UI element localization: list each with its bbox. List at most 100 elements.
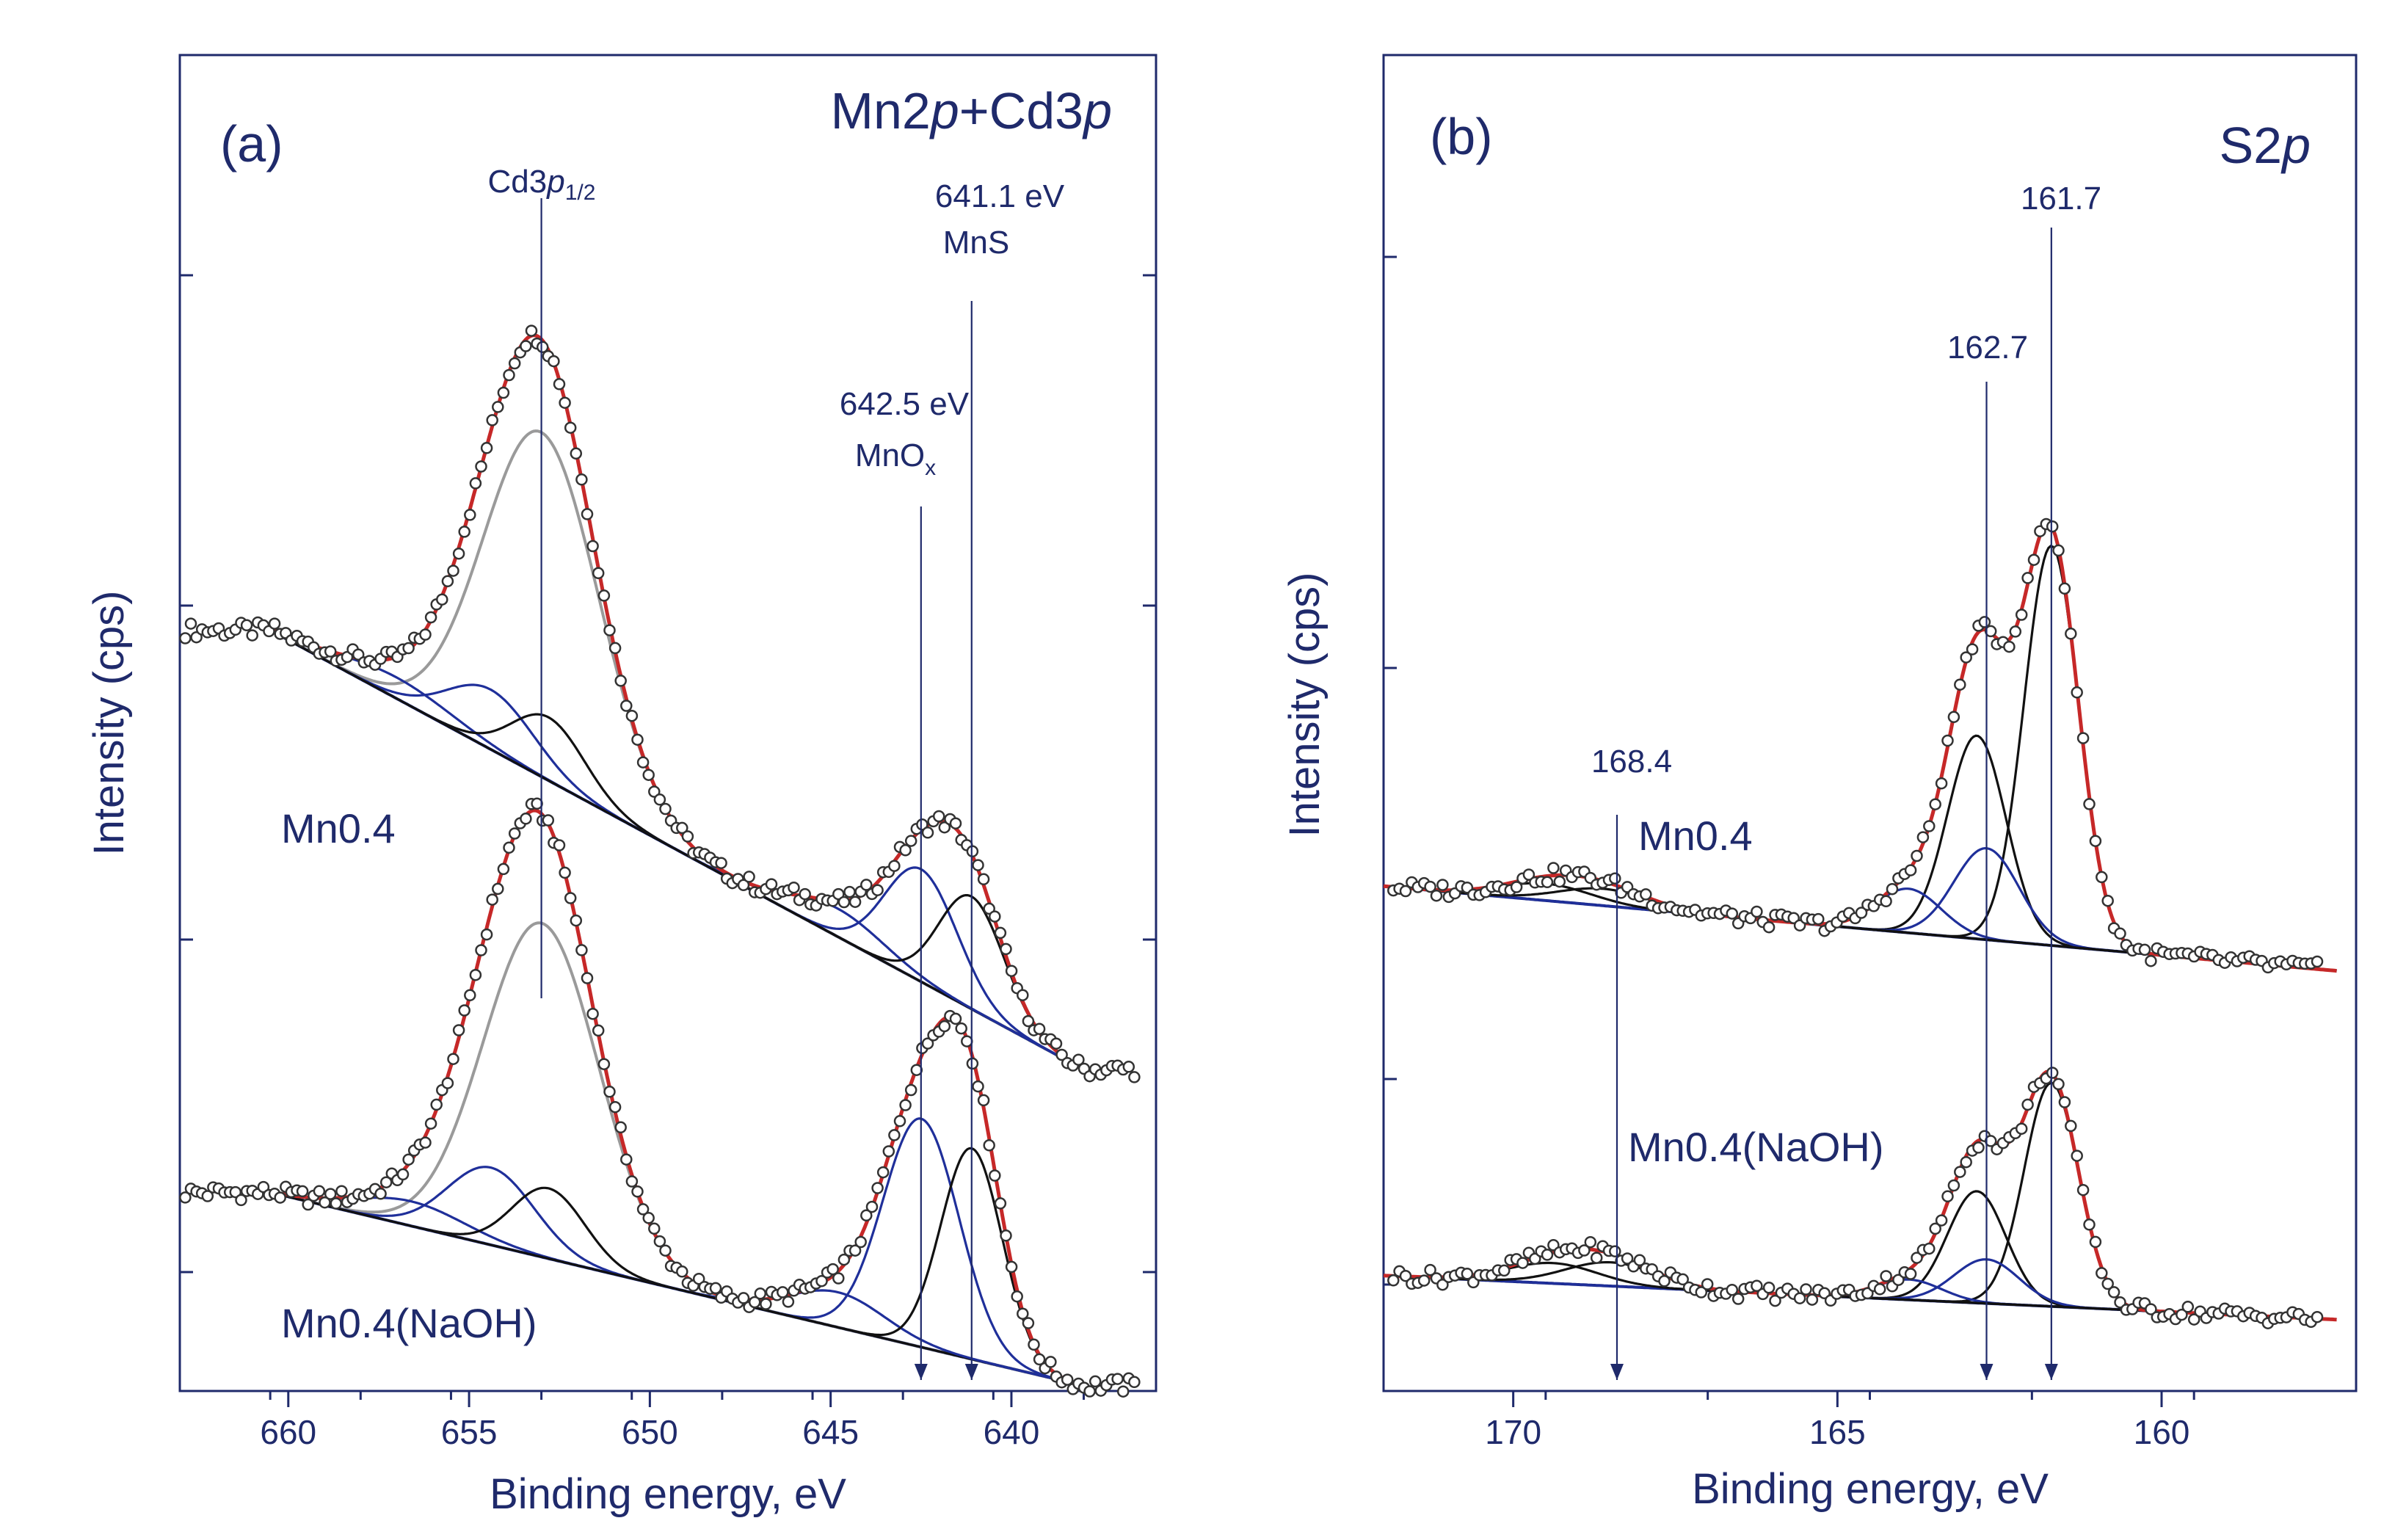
panel-b-x-axis-label: Binding energy, eV [1692,1465,2049,1513]
data-point [452,547,465,560]
data-point [597,589,611,602]
data-point [1017,1307,1029,1320]
data-point [1929,798,1941,810]
data-point [1111,1373,1124,1385]
data-point [2071,1149,2083,1162]
data-point [653,1235,666,1248]
data-point [1751,905,1763,918]
data-point [1978,616,1991,628]
sample-label-a-mn04: Mn0.4 [281,805,396,851]
data-point [1701,1278,1714,1290]
data-point [352,648,365,661]
data-point [1436,879,1449,891]
data-point [2076,1183,2090,1196]
data-point [1028,1338,1040,1351]
data-point [1769,1294,1781,1307]
data-point [492,882,504,896]
data-point [1911,1252,1923,1264]
data-point [748,1296,761,1309]
data-point [608,1100,622,1114]
data-point [1399,885,1412,898]
data-point [2015,1122,2028,1135]
data-point [2058,582,2071,595]
data-point [581,972,594,984]
data-point [1044,1356,1057,1368]
data-point [1424,1263,1436,1276]
x-tick-label-160: 160 [2134,1413,2190,1451]
data-point [2009,625,2022,638]
data-point [2101,1277,2114,1290]
data-point [636,756,650,769]
data-point [1000,942,1012,956]
data-point [1011,1290,1023,1303]
data-point [1947,711,1960,724]
panel-a-curves [179,324,1141,1398]
data-point [296,1185,309,1198]
data-point [854,1235,867,1249]
data-point [910,1064,923,1076]
data-point [860,1209,873,1222]
data-point [989,910,1001,923]
data-point [274,1191,286,1204]
annotation-mns-energy: 641.1 eV [935,178,1065,214]
panel-a-y-axis-label: Intensity (cps) [85,591,133,856]
data-point [972,859,984,871]
data-point [374,1188,387,1200]
data-point [1116,1385,1130,1398]
data-point [586,1007,599,1020]
annotation-mnox-label: MnOx [855,437,936,480]
panel-a-x-ticks: 660 655 650 645 640 [260,1391,1085,1451]
data-point [319,1196,331,1209]
data-point [497,862,510,876]
data-point [1128,1071,1141,1083]
data-point [882,1145,895,1158]
data-point [2015,609,2028,621]
data-point [497,386,510,399]
reference-arrowhead-s162 [1980,1364,1994,1380]
data-point [765,878,778,890]
data-point [994,1197,1007,1210]
panel-a-label: (a) [220,115,283,172]
data-point [1762,920,1776,934]
data-point [614,1121,627,1134]
data-point [2052,544,2065,557]
component-Mn0.4(NaOH)-Cd3p sat [269,1166,1084,1387]
data-point [464,509,476,521]
data-point [777,1286,789,1299]
data-point [1904,1268,1917,1280]
data-point [570,447,583,460]
data-point [799,887,811,901]
data-point [1022,1317,1035,1329]
data-point [848,1244,862,1257]
data-point [1966,643,1979,655]
data-point [631,1185,644,1198]
data-point [681,830,694,843]
data-point [2181,1301,2195,1313]
data-point [553,378,566,391]
panel-b-x-ticks: 170 165 160 [1485,1391,2195,1451]
data-point [1923,820,1936,832]
data-point [1621,1252,1634,1265]
data-point [424,1117,437,1130]
annotation-mns-label: MnS [943,225,1009,261]
data-point [642,769,655,781]
data-point [402,642,415,655]
envelope-fit-Mn0.4 [1383,521,2337,973]
data-point [597,1058,611,1070]
data-point [1960,651,1972,664]
data-point [966,1057,979,1070]
data-point [1516,1257,1529,1269]
data-point [1017,989,1029,1001]
data-point [955,1022,967,1035]
data-point [2046,1067,2059,1079]
data-point [1578,1244,1591,1257]
data-point [2071,686,2083,699]
x-tick-label-165: 165 [1809,1413,1866,1451]
data-point [1892,1274,1905,1286]
data-point [2058,1096,2071,1108]
data-point [240,619,253,632]
data-point [832,887,845,901]
data-point [559,396,571,409]
panel-b-frame [1382,54,2358,1392]
data-point [966,845,979,858]
